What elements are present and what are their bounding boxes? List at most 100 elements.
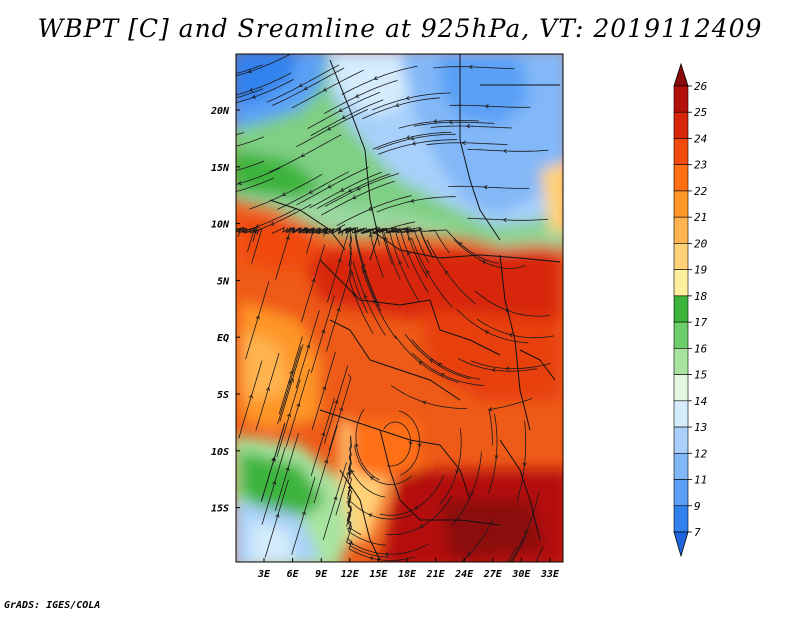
streamline xyxy=(236,177,274,192)
streamline-arrow xyxy=(296,402,301,407)
streamline-arrow xyxy=(304,228,310,233)
streamline xyxy=(394,335,459,383)
streamline-arrow xyxy=(368,233,374,238)
streamline-arrow xyxy=(338,108,343,112)
colorbar-box xyxy=(673,85,689,113)
streamline xyxy=(352,260,386,336)
streamline xyxy=(288,227,327,237)
streamline-arrow xyxy=(220,75,223,79)
streamline-arrow xyxy=(281,192,287,196)
streamline xyxy=(457,358,537,372)
streamline xyxy=(236,136,264,147)
streamline-arrow xyxy=(231,229,234,233)
streamline-arrow xyxy=(265,386,270,392)
streamline-arrow xyxy=(350,469,355,474)
lon-tick-label: 24E xyxy=(454,569,474,580)
streamline-arrow xyxy=(221,147,224,151)
streamline xyxy=(354,234,382,312)
streamline-arrow xyxy=(248,394,253,399)
streamline xyxy=(242,204,312,234)
streamline xyxy=(316,173,391,210)
streamline xyxy=(362,97,441,120)
streamline-arrow xyxy=(503,571,506,575)
streamline xyxy=(341,65,418,95)
streamline-arrow xyxy=(275,513,280,518)
streamline-arrow xyxy=(308,189,313,194)
streamline xyxy=(278,336,303,415)
streamline xyxy=(236,64,263,75)
colorbar-box xyxy=(673,400,689,428)
lon-tick-label: 21E xyxy=(426,569,446,580)
streamline-arrow xyxy=(334,399,339,404)
streamline-arrow xyxy=(322,87,328,92)
colorbar-box xyxy=(673,452,689,480)
streamline xyxy=(398,120,480,129)
streamline-arrow xyxy=(289,377,294,383)
streamline xyxy=(385,495,453,536)
streamline xyxy=(285,227,315,255)
streamline-arrow xyxy=(321,329,326,334)
streamline xyxy=(310,398,335,477)
lat-tick-label: 20N xyxy=(210,106,230,117)
streamline-arrow xyxy=(508,333,513,338)
streamline xyxy=(346,467,362,535)
streamline-arrow xyxy=(344,228,349,233)
streamline-arrow xyxy=(426,270,430,275)
streamline-arrow xyxy=(418,226,423,232)
streamline-arrow xyxy=(504,308,510,313)
lon-tick-label: 12E xyxy=(341,569,360,580)
streamline xyxy=(411,339,481,380)
lat-tick-label: 5N xyxy=(217,276,230,287)
streamline xyxy=(467,217,549,221)
colorbar-label: 12 xyxy=(694,447,708,460)
streamline-arrow xyxy=(467,552,472,557)
colorbar-label: 25 xyxy=(694,106,707,119)
streamline xyxy=(277,346,302,425)
colorbar-label: 13 xyxy=(694,421,707,434)
streamline xyxy=(378,227,434,259)
streamline-arrow xyxy=(470,491,475,496)
streamline xyxy=(309,171,382,209)
streamline xyxy=(236,167,281,185)
streamline xyxy=(322,462,347,541)
streamline xyxy=(506,545,518,562)
chart-title: WBPT [C] and Sreamline at 925hPa, VT: 20… xyxy=(37,14,763,43)
colorbar-box xyxy=(673,426,689,454)
streamline xyxy=(261,446,286,525)
streamline-arrow xyxy=(373,76,378,81)
colorbar-label: 26 xyxy=(694,80,708,93)
streamline xyxy=(349,221,415,234)
streamline xyxy=(236,54,290,77)
streamline-arrow xyxy=(410,136,415,141)
latitude-axis: 20N 15N 10N 5N EQ 5S 10S 15S xyxy=(210,106,240,515)
colorbar-label: 24 xyxy=(694,132,707,145)
streamline-arrow xyxy=(407,236,412,241)
colorbar-label: 23 xyxy=(694,159,707,172)
streamline xyxy=(428,229,499,264)
streamline xyxy=(467,148,549,152)
streamline-arrow xyxy=(483,185,488,190)
streamline-arrow xyxy=(440,373,445,378)
streamline-arrow xyxy=(286,413,292,418)
streamline xyxy=(236,227,258,242)
streamline-arrow xyxy=(341,115,346,120)
streamline xyxy=(378,227,433,256)
streamline-arrow xyxy=(300,153,305,157)
streamline xyxy=(236,160,265,171)
streamline-arrow xyxy=(353,229,359,234)
streamline-arrow xyxy=(339,407,344,412)
streamline xyxy=(361,227,401,280)
colorbar-box xyxy=(673,111,689,139)
streamline-arrow xyxy=(336,307,341,312)
streamline-arrow xyxy=(255,224,260,229)
streamline xyxy=(268,134,342,173)
streamline-arrow xyxy=(363,294,368,299)
streamline xyxy=(285,368,310,447)
streamline xyxy=(361,266,397,340)
streamline xyxy=(348,435,386,498)
lon-tick-label: 6E xyxy=(287,569,300,580)
streamline xyxy=(460,518,494,562)
streamline xyxy=(470,360,551,369)
colorbar-bottom-triangle xyxy=(673,531,689,558)
